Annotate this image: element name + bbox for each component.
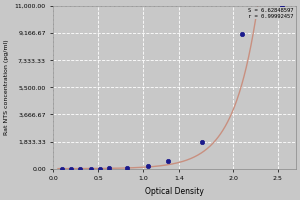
Point: [145, 164, 150, 168]
Point: [69, 167, 74, 170]
Point: [199, 140, 204, 143]
Point: [78, 167, 83, 170]
Y-axis label: Rat NTS concentration (pg/ml): Rat NTS concentration (pg/ml): [4, 40, 9, 135]
Point: [107, 167, 112, 170]
Point: [89, 167, 94, 170]
X-axis label: Optical Density: Optical Density: [145, 187, 204, 196]
Point: [125, 166, 130, 169]
Point: [60, 167, 65, 170]
Point: [166, 160, 171, 163]
Point: [280, 5, 285, 8]
Point: [240, 32, 244, 35]
Point: [98, 167, 103, 170]
Text: S = 6.62848597
r = 0.99992457: S = 6.62848597 r = 0.99992457: [248, 8, 293, 19]
